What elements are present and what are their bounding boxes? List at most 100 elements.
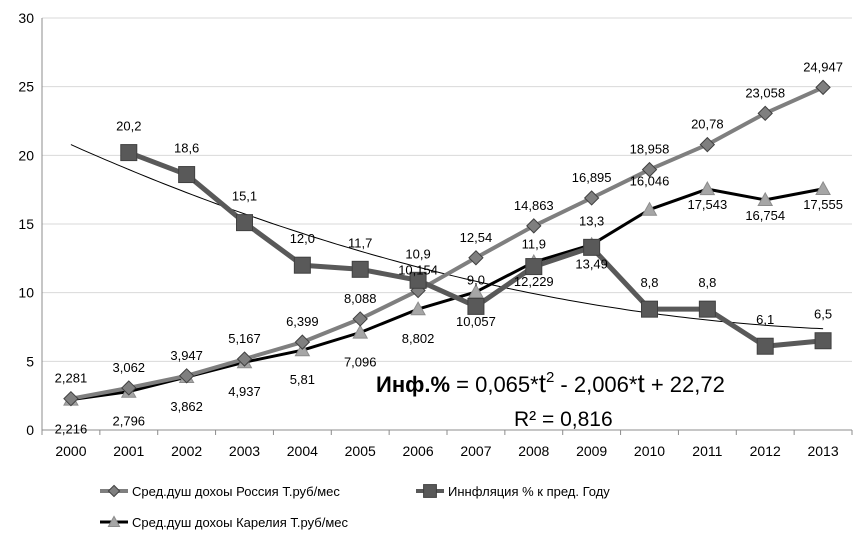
data-label: 20,2 (116, 119, 141, 134)
data-label: 23,058 (745, 85, 785, 100)
data-label: 5,81 (290, 372, 315, 387)
series-point (352, 311, 368, 327)
data-label: 10,057 (456, 314, 496, 329)
data-label: 2,216 (55, 422, 88, 437)
series-point (525, 258, 543, 276)
series-point (236, 214, 253, 232)
series-point (583, 190, 600, 206)
data-label: 4,937 (228, 384, 261, 399)
data-labels: 2,216 2,796 3,862 4,937 5,81 7,096 8,802 10,057… (55, 59, 843, 436)
x-tick-label: 2012 (750, 443, 781, 459)
y-tick-label: 30 (18, 10, 34, 26)
legend-item: Сред.душ дохоы Карелия Т.руб/мес (100, 515, 348, 530)
series-point (409, 271, 427, 289)
x-tick-label: 2007 (460, 443, 491, 459)
data-label: 6,5 (814, 307, 832, 322)
equation-part2: - 2,006* (554, 372, 638, 397)
series-point (351, 260, 369, 278)
data-label: 16,754 (745, 208, 785, 223)
series-point (294, 334, 311, 350)
data-label: 17,543 (687, 197, 727, 212)
series-point (293, 256, 311, 274)
data-label: 18,958 (630, 142, 670, 157)
legend: Сред.душ дохоы Россия Т.руб/мес Иннфляция… (100, 484, 610, 530)
series-point (526, 218, 542, 234)
y-axis: 0 5 10 15 20 25 30 (18, 10, 43, 438)
data-label: 18,6 (174, 141, 199, 156)
data-label: 3,062 (113, 360, 146, 375)
x-tick-label: 2011 (692, 443, 722, 459)
data-label: 2,796 (113, 414, 146, 429)
series-point (641, 300, 658, 318)
legend-item: Сред.душ дохоы Россия Т.руб/мес (100, 484, 340, 499)
x-tick-label: 2000 (55, 443, 86, 459)
series-point (699, 181, 716, 196)
x-tick-label: 2010 (634, 443, 665, 459)
series-group (63, 79, 832, 407)
x-tick-label: 2008 (518, 443, 549, 459)
data-label: 3,947 (170, 348, 203, 363)
series-line (70, 85, 824, 401)
data-label: 9,0 (467, 272, 485, 287)
x-tick-label: 2002 (171, 443, 202, 459)
equation-sup: 2 (546, 369, 554, 386)
data-label: 11,7 (348, 235, 372, 250)
data-label: 8,8 (640, 275, 658, 290)
series-point (178, 166, 196, 184)
x-axis: 2000 2001 2002 2003 2004 2005 2006 2007 2008 2009… (41, 430, 853, 459)
x-tick-label: 2013 (807, 443, 838, 459)
legend-label: Сред.душ дохоы Россия Т.руб/мес (132, 484, 340, 499)
y-tick-label: 10 (18, 285, 34, 301)
y-tick-label: 15 (18, 216, 34, 232)
r-squared: R² = 0,816 (514, 408, 613, 431)
data-label: 16,046 (630, 174, 670, 189)
data-label: 3,862 (170, 399, 203, 414)
series-point (63, 390, 79, 407)
y-tick-label: 20 (18, 147, 34, 163)
x-tick-label: 2001 (113, 443, 144, 459)
data-label: 6,1 (756, 312, 774, 327)
data-label: 24,947 (803, 59, 843, 74)
data-label: 10,9 (405, 246, 430, 261)
series-2 (120, 144, 832, 355)
x-tick-label: 2006 (402, 443, 433, 459)
data-label: 8,8 (698, 275, 716, 290)
series-point (699, 136, 716, 153)
series-point (467, 297, 485, 315)
series-point (815, 79, 831, 96)
data-label: 12,0 (290, 231, 315, 246)
series-point (756, 337, 774, 355)
series-point (178, 368, 195, 384)
x-tick-label: 2004 (287, 443, 318, 459)
series-point (410, 301, 426, 316)
series-point (698, 300, 716, 318)
svg-text:Инф.% = 0,065*t2 - 2,006*t + 2: Инф.% = 0,065*t2 - 2,006*t + 22,72 (376, 368, 725, 398)
x-tick-label: 2003 (229, 443, 260, 459)
data-label: 12,229 (514, 274, 554, 289)
series-point (120, 144, 138, 162)
equation-part1: = 0,065* (450, 372, 539, 397)
legend-marker (107, 484, 121, 498)
series-point (468, 283, 484, 298)
data-label: 8,088 (344, 291, 377, 306)
legend-item: Иннфляция % к пред. Году (416, 484, 610, 499)
data-label: 14,863 (514, 198, 554, 213)
data-label: 13,49 (575, 257, 608, 272)
data-label: 12,54 (460, 230, 493, 245)
data-label: 16,895 (572, 170, 612, 185)
data-label: 10,154 (398, 263, 438, 278)
series-point (641, 161, 658, 178)
data-label: 13,3 (579, 213, 604, 228)
series-point (641, 201, 658, 216)
legend-label: Сред.душ дохоы Карелия Т.руб/мес (132, 515, 348, 530)
data-label: 7,096 (344, 355, 377, 370)
y-tick-label: 5 (26, 353, 34, 369)
equation-t1: t (539, 368, 547, 398)
series-point (468, 250, 484, 266)
equation-prefix: Инф.% (376, 372, 450, 397)
series-point (583, 238, 601, 256)
series-point (757, 191, 774, 207)
series-point (121, 380, 137, 396)
data-label: 11,9 (522, 237, 546, 252)
